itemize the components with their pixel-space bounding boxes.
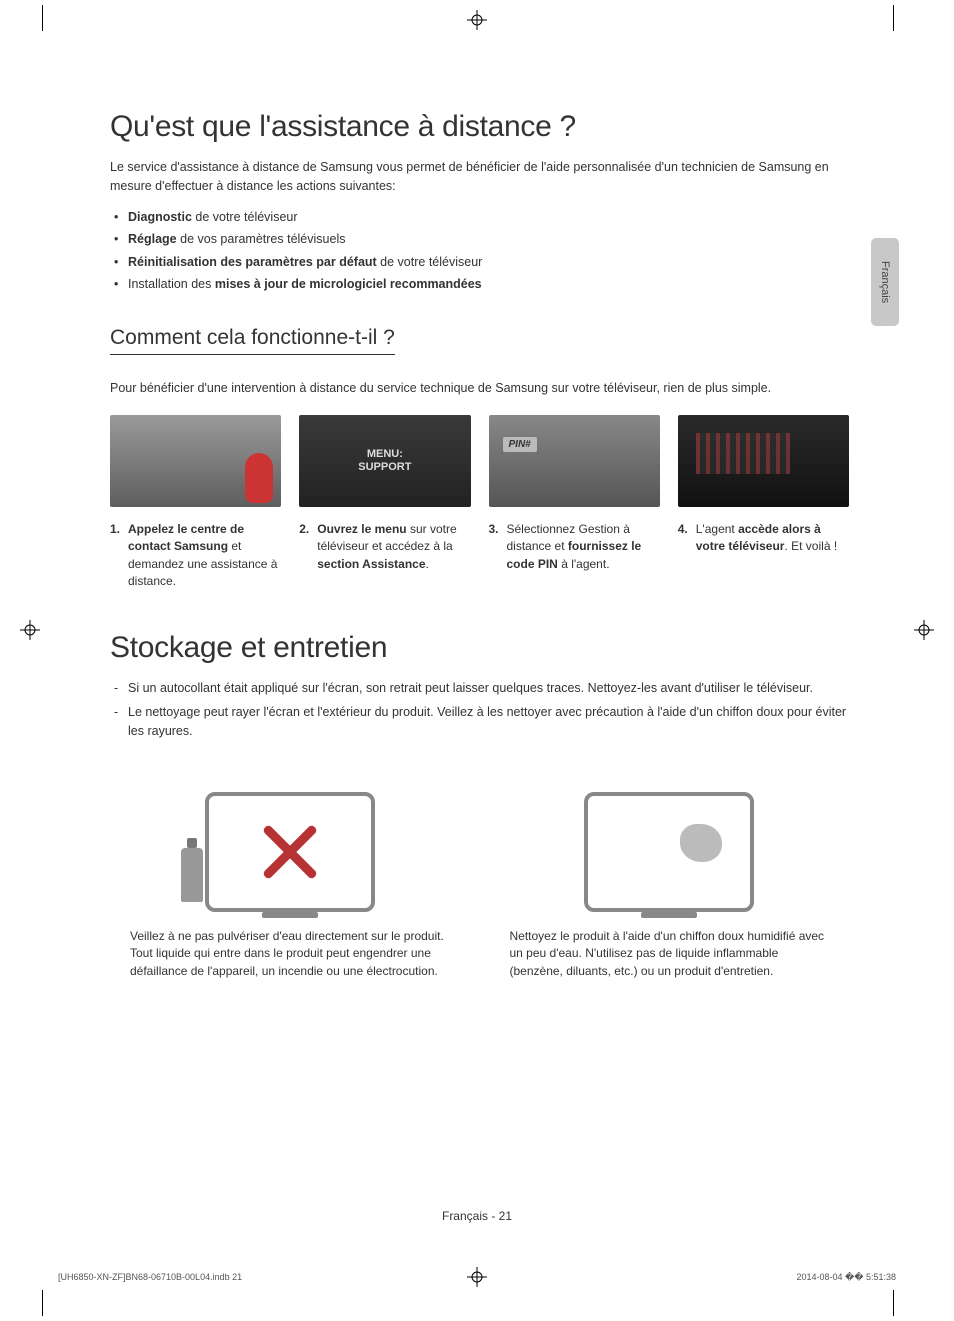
step-3-image: PIN#: [489, 415, 660, 507]
step-number: 3.: [489, 521, 507, 573]
bullet-item: Installation des mises à jour de microlo…: [128, 273, 849, 296]
crop-mark: [42, 1290, 43, 1316]
step-number: 1.: [110, 521, 128, 591]
footer-file: [UH6850-XN-ZF]BN68-06710B-00L04.indb 21: [58, 1272, 242, 1283]
spray-icon: [181, 848, 203, 902]
bullet-item: Réinitialisation des paramètres par défa…: [128, 251, 849, 274]
page-content: Qu'est que l'assistance à distance ? Le …: [0, 0, 954, 1040]
bullet-item: Réglage de vos paramètres télévisuels: [128, 228, 849, 251]
cleaning-correct-image: [510, 767, 830, 912]
step-number: 2.: [299, 521, 317, 573]
step-number: 4.: [678, 521, 696, 556]
step-body: L'agent accède alors à votre téléviseur.…: [696, 521, 849, 556]
step-1-image: [110, 415, 281, 507]
step-2-image: MENU:SUPPORT: [299, 415, 470, 507]
step-2: MENU:SUPPORT 2. Ouvrez le menu sur votre…: [299, 415, 470, 591]
cleaning-row: Veillez à ne pas pulvériser d'eau direct…: [110, 767, 849, 980]
step-body: Sélectionnez Gestion à distance et fourn…: [507, 521, 660, 573]
section1-title: Qu'est que l'assistance à distance ?: [110, 110, 849, 144]
cleaning-right: Nettoyez le produit à l'aide d'un chiffo…: [510, 767, 830, 980]
cleaning-left-caption: Veillez à ne pas pulvériser d'eau direct…: [130, 928, 450, 980]
step-3: PIN# 3. Sélectionnez Gestion à distance …: [489, 415, 660, 591]
storage-note: Si un autocollant était appliqué sur l'é…: [128, 679, 849, 698]
bullet-list: Diagnostic de votre téléviseur Réglage d…: [110, 206, 849, 296]
storage-note: Le nettoyage peut rayer l'écran et l'ext…: [128, 703, 849, 741]
cleaning-wrong-image: [130, 767, 450, 912]
footer-meta: [UH6850-XN-ZF]BN68-06710B-00L04.indb 21 …: [58, 1272, 896, 1283]
how-it-works-intro: Pour bénéficier d'une intervention à dis…: [110, 381, 849, 395]
cleaning-left: Veillez à ne pas pulvériser d'eau direct…: [130, 767, 450, 980]
step-4-image: [678, 415, 849, 507]
how-it-works-title: Comment cela fonctionne-t-il ?: [110, 326, 395, 355]
steps-row: 1. Appelez le centre de contact Samsung …: [110, 415, 849, 591]
step-4: 4. L'agent accède alors à votre télévise…: [678, 415, 849, 591]
page-number: Français - 21: [0, 1209, 954, 1223]
step-body: Ouvrez le menu sur votre téléviseur et a…: [317, 521, 470, 573]
bullet-item: Diagnostic de votre téléviseur: [128, 206, 849, 229]
footer-date: 2014-08-04 �� 5:51:38: [796, 1272, 896, 1283]
step-1: 1. Appelez le centre de contact Samsung …: [110, 415, 281, 591]
section2-title: Stockage et entretien: [110, 631, 849, 665]
cleaning-right-caption: Nettoyez le produit à l'aide d'un chiffo…: [510, 928, 830, 980]
storage-notes: Si un autocollant était appliqué sur l'é…: [110, 679, 849, 741]
cloth-icon: [680, 824, 722, 862]
cross-icon: [255, 817, 325, 887]
step-body: Appelez le centre de contact Samsung et …: [128, 521, 281, 591]
section1-intro: Le service d'assistance à distance de Sa…: [110, 158, 849, 196]
crop-mark: [893, 1290, 894, 1316]
